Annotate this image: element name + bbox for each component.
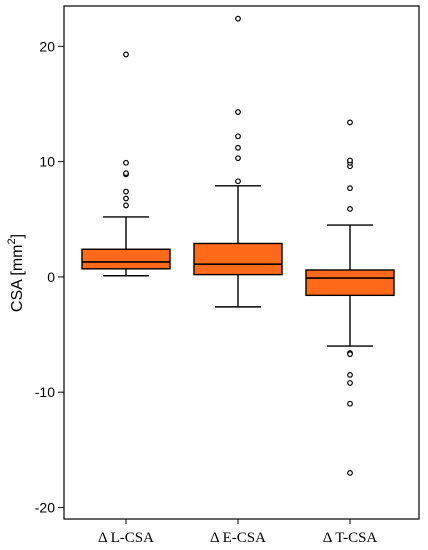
x-tick-label: Δ E-CSA: [210, 530, 266, 546]
outlier-point: [235, 155, 241, 162]
outlier-point: [347, 371, 353, 378]
outlier-point: [123, 188, 129, 195]
box-group: [81, 51, 171, 277]
outlier-point: [235, 178, 241, 185]
outlier-point: [347, 157, 353, 164]
y-tick-label: 0: [47, 269, 55, 285]
outlier-point: [235, 133, 241, 140]
outlier-point: [347, 469, 353, 476]
x-tick-label: Δ T-CSA: [323, 530, 378, 546]
y-tick-label: 20: [39, 38, 55, 54]
iqr-box: [81, 248, 171, 270]
x-tick-label: Δ L-CSA: [98, 530, 154, 546]
y-axis: -20 -10 0 10 20: [35, 38, 64, 515]
y-tick-label: -20: [35, 499, 55, 515]
y-axis-title-close: ]: [9, 234, 26, 238]
iqr-box: [193, 242, 283, 276]
outlier-point: [347, 205, 353, 212]
plot-frame: [63, 5, 420, 520]
outlier-point: [347, 351, 353, 358]
outlier-point: [123, 195, 129, 202]
y-tick-label: 10: [39, 154, 55, 170]
y-axis-title-superscript: 2: [6, 238, 18, 244]
outlier-point: [123, 202, 129, 209]
outlier-point: [347, 400, 353, 407]
iqr-box: [305, 269, 395, 297]
outlier-point: [123, 159, 129, 166]
outlier-point: [235, 109, 241, 115]
outlier-point: [235, 144, 241, 151]
outlier-point: [347, 380, 353, 386]
outlier-point: [123, 51, 129, 58]
outlier-point: [123, 170, 129, 177]
y-axis-title: CSA [mm2]: [6, 234, 26, 312]
outlier-point: [235, 15, 241, 22]
outlier-point: [347, 119, 353, 126]
y-tick-label: -10: [35, 384, 55, 400]
x-axis: Δ L-CSA Δ E-CSA Δ T-CSA: [98, 519, 377, 546]
boxes-layer: [81, 15, 395, 476]
outlier-point: [347, 185, 353, 192]
box-group: [193, 15, 283, 308]
box-group: [305, 119, 395, 476]
